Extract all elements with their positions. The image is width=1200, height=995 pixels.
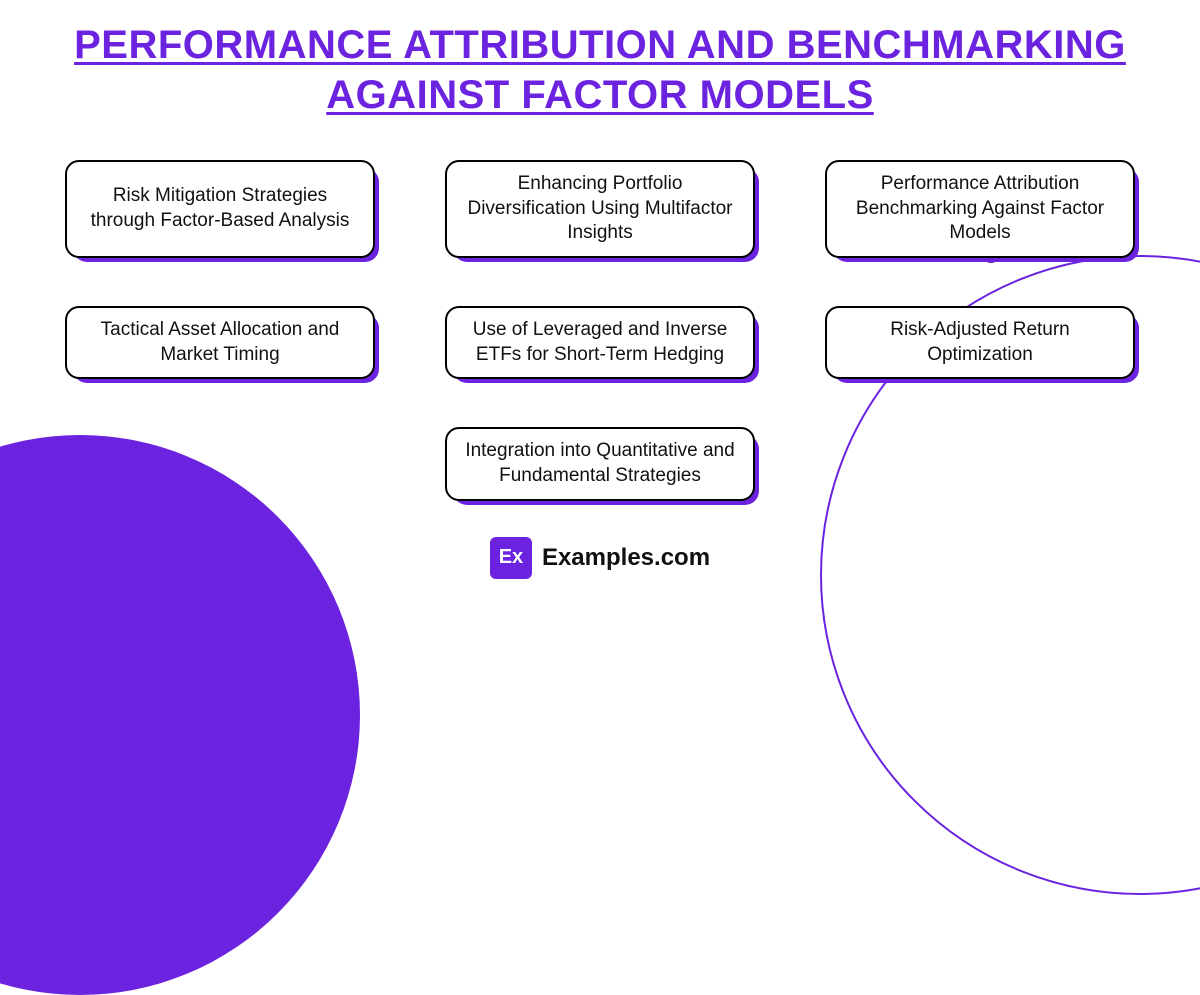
card-label: Use of Leveraged and Inverse ETFs for Sh…	[461, 318, 739, 367]
card-risk-mitigation: Risk Mitigation Strategies through Facto…	[65, 160, 375, 258]
card-tactical-allocation: Tactical Asset Allocation and Market Tim…	[65, 306, 375, 379]
logo-badge-text: Ex	[499, 546, 523, 569]
logo-row: Ex Examples.com	[0, 537, 1200, 579]
card-label: Integration into Quantitative and Fundam…	[461, 439, 739, 488]
card-diversification: Enhancing Portfolio Diversification Usin…	[445, 160, 755, 258]
card-label: Risk Mitigation Strategies through Facto…	[81, 184, 359, 233]
logo-badge: Ex	[490, 537, 532, 579]
card-attribution: Performance Attribution Benchmarking Aga…	[825, 160, 1135, 258]
card-label: Tactical Asset Allocation and Market Tim…	[81, 318, 359, 367]
card-leveraged-etfs: Use of Leveraged and Inverse ETFs for Sh…	[445, 306, 755, 379]
card-risk-adjusted: Risk-Adjusted Return Optimization	[825, 306, 1135, 379]
card-label: Enhancing Portfolio Diversification Usin…	[461, 172, 739, 246]
decor-circle-left	[0, 435, 360, 995]
cards-grid: Risk Mitigation Strategies through Facto…	[0, 160, 1200, 501]
card-label: Risk-Adjusted Return Optimization	[841, 318, 1119, 367]
logo-site-text: Examples.com	[542, 544, 710, 572]
page-title: PERFORMANCE ATTRIBUTION AND BENCHMARKING…	[0, 0, 1200, 130]
card-label: Performance Attribution Benchmarking Aga…	[841, 172, 1119, 246]
card-quant-fundamental: Integration into Quantitative and Fundam…	[445, 427, 755, 500]
